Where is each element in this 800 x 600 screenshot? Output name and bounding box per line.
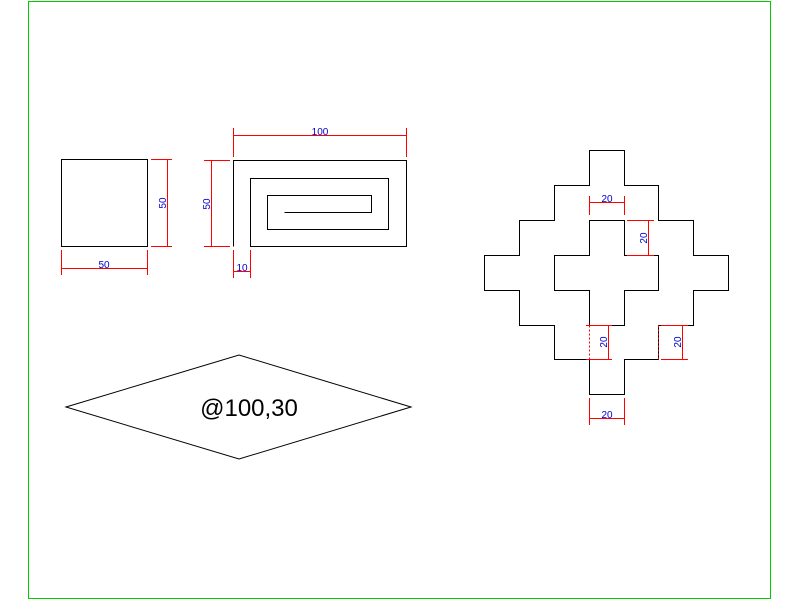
diamond-figure: @100,30: [64, 354, 413, 460]
square-height-dimension: 50: [151, 159, 172, 247]
cross-lower-right-dimension: 20: [658, 325, 688, 360]
cross-lower-right-dim-text: 20: [673, 336, 684, 348]
outer-stepped-outline: [484, 150, 729, 395]
spiral-height-dim-text: 50: [202, 198, 213, 210]
drawing-frame: [28, 1, 771, 599]
stepped-cross-figure: 20 20 20 20 20: [484, 150, 729, 425]
spiral-path: [233, 160, 407, 247]
cross-lower-left-dimension: 20: [586, 325, 612, 360]
square-width-dimension: 50: [61, 250, 148, 275]
spiral-rectangle-figure: 100 50 10: [202, 127, 407, 278]
cross-lower-left-dim-text: 20: [599, 336, 610, 348]
cross-bottom-dim-text: 20: [601, 410, 613, 421]
cross-top-dimension: 20: [589, 194, 625, 215]
square-outline: [61, 159, 148, 247]
diamond-outline: [64, 354, 413, 460]
spiral-height-dimension: 50: [202, 160, 230, 247]
square-width-dim-text: 50: [98, 260, 110, 271]
spiral-width-dimension: 100: [233, 127, 407, 157]
inner-plus-outline: [554, 220, 659, 326]
square-height-dim-text: 50: [158, 197, 169, 209]
cross-inner-vertical-dimension: 20: [627, 220, 654, 256]
cross-top-dim-text: 20: [601, 194, 613, 205]
spiral-offset-dim-text: 10: [236, 263, 248, 274]
spiral-offset-dimension: 10: [233, 250, 251, 278]
diamond-label: @100,30: [200, 395, 298, 422]
cross-inner-vertical-dim-text: 20: [639, 232, 650, 244]
cross-bottom-dimension: 20: [589, 398, 625, 425]
spiral-width-dim-text: 100: [312, 127, 329, 138]
square-figure: 50 50: [61, 159, 172, 275]
